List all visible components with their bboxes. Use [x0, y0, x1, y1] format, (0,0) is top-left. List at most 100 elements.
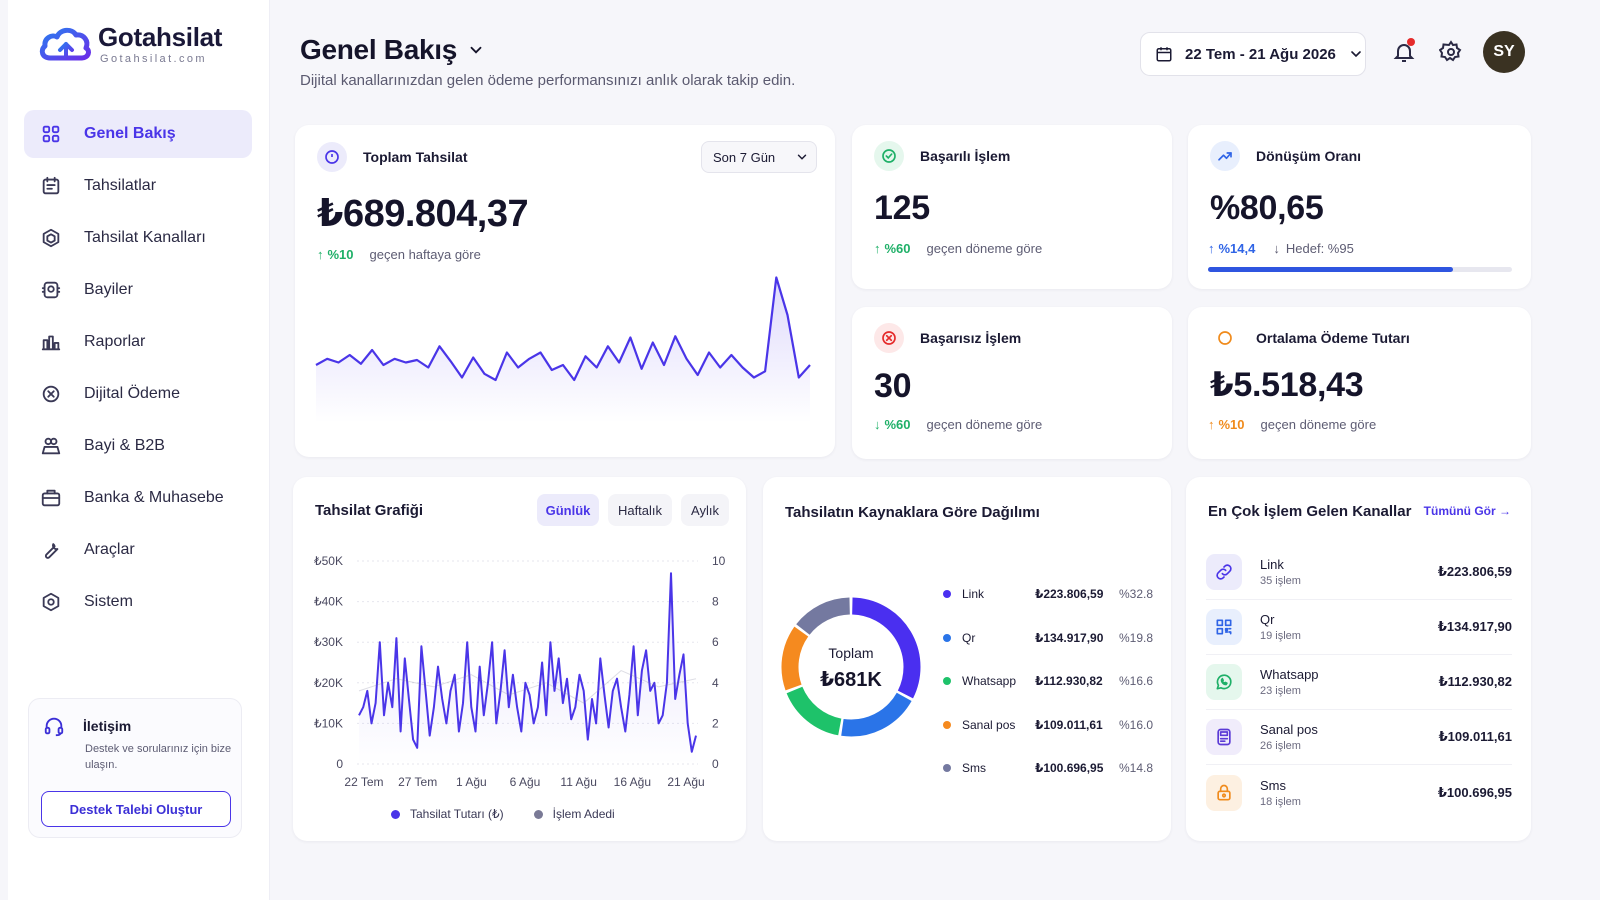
qr-icon: [1206, 609, 1242, 645]
y-tick-right: 6: [712, 635, 719, 649]
sidebar-item-sistem[interactable]: Sistem: [24, 578, 252, 626]
channel-row[interactable]: Qr 19 işlem ₺134.917,90: [1206, 600, 1512, 655]
sidebar-item-label: Araçlar: [84, 541, 135, 558]
brand-logo[interactable]: Gotahsilat Gotahsilat.com: [36, 22, 222, 66]
notifications-button[interactable]: [1390, 38, 1418, 66]
page-title: Genel Bakış: [300, 34, 458, 65]
channel-amount: ₺100.696,95: [1437, 784, 1512, 800]
period-select[interactable]: Son 7 Gün: [701, 141, 817, 173]
page-subtitle: Dijital kanallarınızdan gelen ödeme perf…: [300, 72, 796, 89]
chevron-down-icon: [1351, 51, 1361, 58]
legend-dot: [533, 809, 543, 819]
legend-dot: [943, 633, 951, 642]
tab-monthly[interactable]: Aylık: [681, 494, 729, 526]
success-delta: ↑ %60 geçen döneme göre: [874, 241, 1042, 256]
donut-slice: [781, 626, 809, 691]
channel-count: 23 işlem: [1260, 685, 1301, 697]
sidebar-item-dijital-ödeme[interactable]: Dijital Ödeme: [24, 370, 252, 418]
tab-weekly[interactable]: Haftalık: [608, 494, 672, 526]
sidebar-item-label: Tahsilatlar: [84, 177, 157, 194]
brand-name: Gotahsilat: [98, 22, 223, 52]
failed-delta-note: geçen döneme göre: [926, 417, 1043, 432]
success-transactions-card: Başarılı İşlem 125 ↑ %60 geçen döneme gö…: [852, 125, 1172, 289]
donut-center: Toplam ₺681K: [801, 645, 901, 692]
channels-title: En Çok İşlem Gelen Kanallar: [1208, 503, 1412, 520]
grid-icon: [40, 123, 62, 145]
brand-domain: Gotahsilat.com: [100, 53, 207, 65]
user-avatar[interactable]: SY: [1483, 31, 1525, 73]
failed-value: 30: [874, 367, 912, 405]
sidebar-item-label: Tahsilat Kanalları: [84, 229, 206, 246]
bell-icon: [1393, 44, 1415, 62]
collection-chart-card: Tahsilat Grafiği Günlük Haftalık Aylık ₺…: [293, 477, 746, 841]
distribution-row: Link ₺223.806,59 %32.8: [943, 583, 1153, 605]
channel-row[interactable]: Link 35 işlem ₺223.806,59: [1206, 545, 1512, 600]
y-tick-right: 8: [712, 595, 719, 609]
distribution-amount: ₺100.696,95: [1034, 761, 1104, 775]
distribution-amount: ₺223.806,59: [1034, 587, 1104, 601]
distribution-name: Whatsapp: [962, 674, 1017, 688]
channel-name: Sanal pos: [1260, 722, 1318, 737]
x-tick: 22 Tem: [344, 775, 383, 789]
support-card: İletişim Destek ve sorularınız için bize…: [28, 698, 242, 838]
arrow-up-icon: ↑: [317, 247, 324, 262]
distribution-percent: %14.8: [1118, 761, 1153, 775]
channel-row[interactable]: Sanal pos 26 işlem ₺109.011,61: [1206, 710, 1512, 765]
distribution-row: Qr ₺134.917,90 %19.8: [943, 627, 1153, 649]
see-all-link[interactable]: Tümünü Gör →: [1423, 504, 1511, 518]
average-payment-card: Ortalama Ödeme Tutarı ₺5.518,43 ↑ %10 ge…: [1188, 307, 1531, 459]
conversion-progress-bar: [1208, 267, 1512, 272]
success-value: 125: [874, 189, 930, 227]
chevron-down-icon: [470, 46, 482, 54]
x-tick: 6 Ağu: [510, 775, 541, 789]
channel-amount: ₺112.930,82: [1438, 674, 1512, 689]
date-range-picker[interactable]: 22 Tem - 21 Ağu 2026: [1140, 32, 1366, 76]
sidebar-item-tahsilatlar[interactable]: Tahsilatlar: [24, 162, 252, 210]
sidebar-item-banka-muhasebe[interactable]: Banka & Muhasebe: [24, 474, 252, 522]
sidebar-item-label: Bayi & B2B: [84, 437, 165, 454]
y-tick-left: ₺10K: [314, 716, 343, 730]
channel-row[interactable]: Sms 18 işlem ₺100.696,95: [1206, 765, 1512, 820]
channel-amount: ₺223.806,59: [1437, 564, 1512, 579]
arrow-up-icon: ↑: [1208, 241, 1215, 256]
x-tick: 1 Ağu: [456, 775, 487, 789]
donut-slice: [841, 692, 912, 737]
sidebar-item-genel-bakış[interactable]: Genel Bakış: [24, 110, 252, 158]
failed-icon-wrap: [874, 323, 904, 353]
sidebar-item-raporlar[interactable]: Raporlar: [24, 318, 252, 366]
distribution-row: Sms ₺100.696,95 %14.8: [943, 757, 1153, 779]
settings-button[interactable]: [1437, 38, 1465, 66]
success-delta-note: geçen döneme göre: [926, 241, 1043, 256]
distribution-percent: %32.8: [1118, 587, 1153, 601]
dealers-icon: [40, 279, 62, 301]
legend-dot: [391, 809, 400, 819]
sidebar-item-araçlar[interactable]: Araçlar: [24, 526, 252, 574]
legend-count: İşlem Adedi: [552, 807, 615, 821]
tab-daily[interactable]: Günlük: [537, 494, 599, 526]
date-range-label: 22 Tem - 21 Ağu 2026: [1185, 45, 1336, 63]
success-icon-wrap: [874, 141, 904, 171]
link-icon: [1206, 554, 1242, 590]
total-delta: ↑ %10 geçen haftaya göre: [317, 247, 481, 262]
y-tick-left: ₺20K: [314, 676, 343, 690]
trending-up-icon: [1218, 152, 1232, 161]
channel-count: 35 işlem: [1260, 575, 1301, 587]
distribution-row: Sanal pos ₺109.011,61 %16.0: [943, 714, 1153, 736]
sidebar-item-tahsilat-kanalları[interactable]: Tahsilat Kanalları: [24, 214, 252, 262]
sidebar-item-bayi-b2b[interactable]: Bayi & B2B: [24, 422, 252, 470]
x-tick: 16 Ağu: [614, 775, 651, 789]
channel-count: 19 işlem: [1260, 630, 1301, 642]
legend-dot: [943, 764, 951, 772]
channel-row[interactable]: Whatsapp 23 işlem ₺112.930,82: [1206, 655, 1512, 710]
distribution-amount: ₺112.930,82: [1034, 674, 1103, 688]
page-title-dropdown[interactable]: Genel Bakış: [300, 34, 485, 66]
y-tick-right: 0: [712, 757, 719, 771]
graph-legend: Tahsilat Tutarı (₺) İşlem Adedi: [391, 807, 615, 821]
sparkline-area: [316, 277, 810, 423]
create-support-ticket-button[interactable]: Destek Talebi Oluştur: [41, 791, 231, 827]
sidebar-item-bayiler[interactable]: Bayiler: [24, 266, 252, 314]
conversion-delta-value: %14,4: [1218, 241, 1256, 256]
arrow-down-icon: ↓: [874, 417, 881, 432]
circle-icon: [1218, 331, 1232, 345]
channels-list: Link 35 işlem ₺223.806,59 Qr 19 işlem ₺134.91…: [1206, 545, 1512, 820]
